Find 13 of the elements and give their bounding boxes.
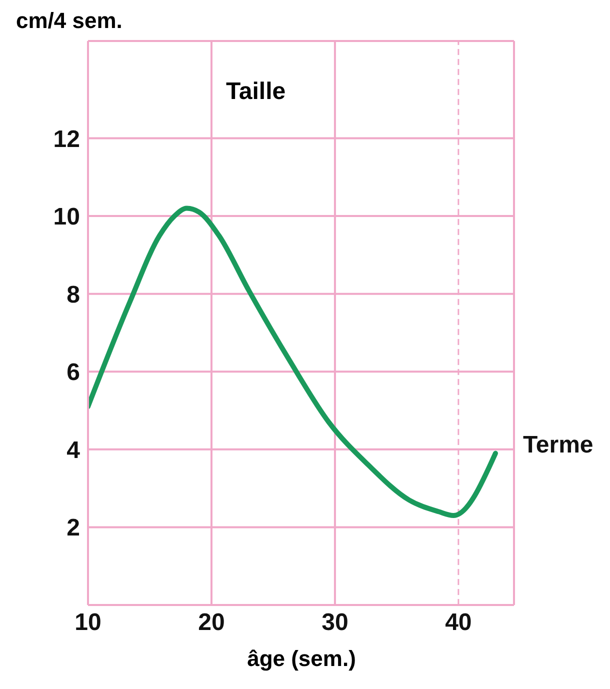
ref-line-label: Terme [523, 432, 594, 459]
y-tick-label: 10 [53, 204, 80, 231]
x-tick-label: 20 [198, 609, 225, 636]
x-tick-label: 40 [445, 609, 472, 636]
y-tick-label: 4 [66, 436, 81, 464]
y-tick-label: 8 [66, 281, 80, 308]
text: Taille [226, 78, 286, 106]
x-axis-title: âge (sem.) [246, 646, 357, 672]
y-axis-title: cm/4 sem. [16, 8, 122, 34]
y-tick-label: 2 [66, 514, 80, 542]
x-tick-label: 30 [322, 609, 348, 636]
y-tick-label: 12 [53, 126, 80, 153]
y-tick-label: 6 [66, 359, 80, 386]
